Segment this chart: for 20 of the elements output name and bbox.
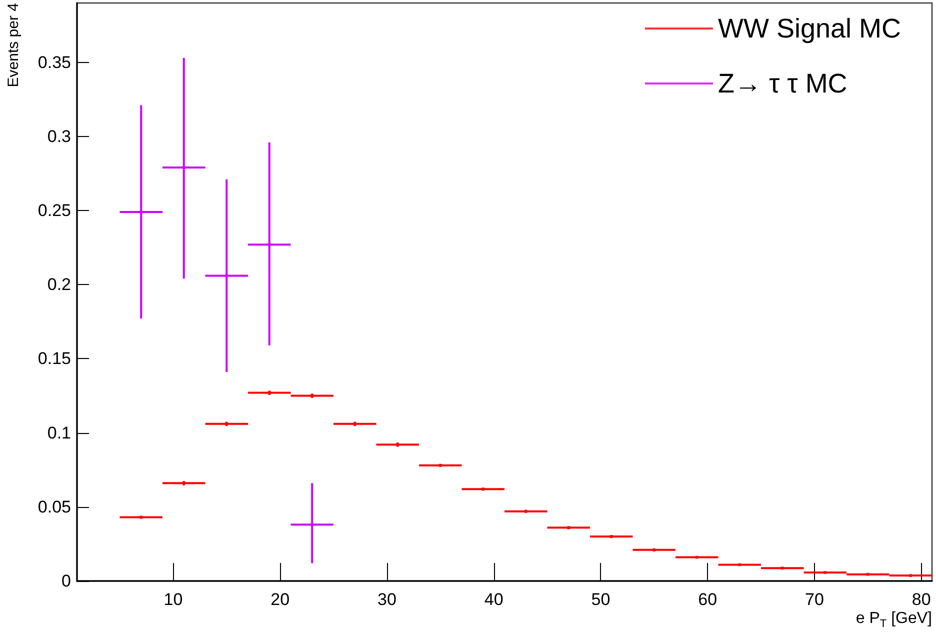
x-tick-label: 40: [484, 590, 504, 609]
legend-label: WW Signal MC: [718, 14, 901, 44]
legend-label: Z→ τ τ MC: [718, 68, 848, 98]
x-axis-title: e P$_{T}$ [GeV]: [856, 610, 932, 630]
x-tick-label: 30: [377, 590, 396, 609]
x-tick-label: 50: [591, 590, 610, 609]
x-tick-label: 20: [270, 590, 290, 609]
x-tick-label: 70: [804, 590, 824, 609]
x-tick-label: 80: [912, 590, 931, 609]
y-tick-label: 0.15: [38, 349, 71, 368]
x-tick-label: 10: [164, 590, 183, 609]
y-tick-label: 0.05: [38, 497, 71, 516]
y-tick-label: 0.3: [47, 126, 71, 146]
x-tick-label: 60: [698, 590, 718, 609]
y-tick-label: 0.2: [47, 275, 71, 294]
y-tick-label: 0.1: [47, 423, 71, 442]
y-tick-label: 0.35: [38, 52, 71, 72]
y-axis-title: Events per 4: [5, 3, 22, 88]
y-tick-label: 0.25: [38, 200, 71, 220]
y-tick-label: 0: [62, 572, 71, 590]
